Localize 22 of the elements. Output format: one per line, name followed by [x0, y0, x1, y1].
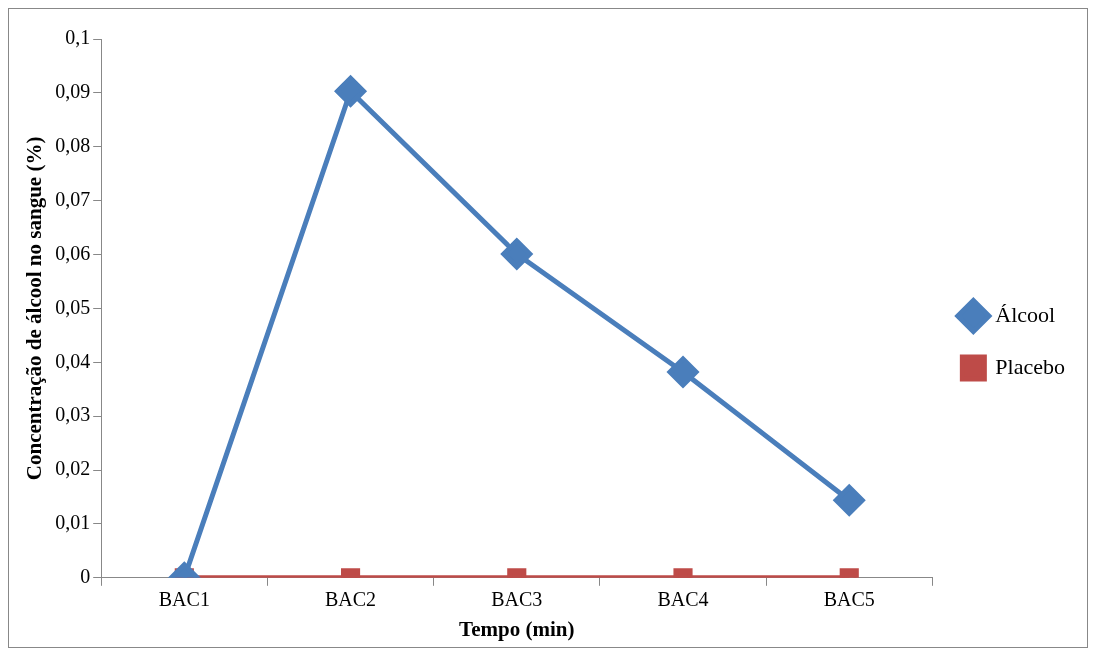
y-tick-label: 0,04: [55, 349, 91, 372]
y-tick-label: 0,05: [55, 295, 91, 318]
y-tick-label: 0: [80, 565, 91, 588]
x-tick-label: BAC5: [823, 588, 875, 611]
y-tick-label: 0,06: [55, 241, 91, 264]
legend-label: Placebo: [995, 353, 1066, 379]
point: [667, 356, 699, 388]
x-tick-label: BAC3: [491, 588, 543, 611]
y-tick-label: 0,1: [65, 26, 91, 49]
x-tick-label: BAC2: [324, 588, 377, 611]
y-tick-label: 0,08: [55, 134, 91, 157]
x-tick-label: BAC1: [158, 588, 210, 611]
y-tick-label: 0,01: [55, 511, 91, 534]
y-tick-label: 0,03: [55, 403, 91, 426]
point: [501, 238, 533, 270]
y-tick-label: 0,09: [55, 80, 91, 103]
y-tick-label: 0,07: [55, 187, 91, 210]
y-axis-title: Concentração de álcool no sangue (%): [22, 136, 47, 481]
legend-label: Álcool: [995, 301, 1056, 327]
y-tick-label: 0,02: [55, 457, 91, 480]
x-tick-label: BAC4: [657, 588, 709, 611]
x-axis-title: Tempo (min): [459, 616, 575, 641]
